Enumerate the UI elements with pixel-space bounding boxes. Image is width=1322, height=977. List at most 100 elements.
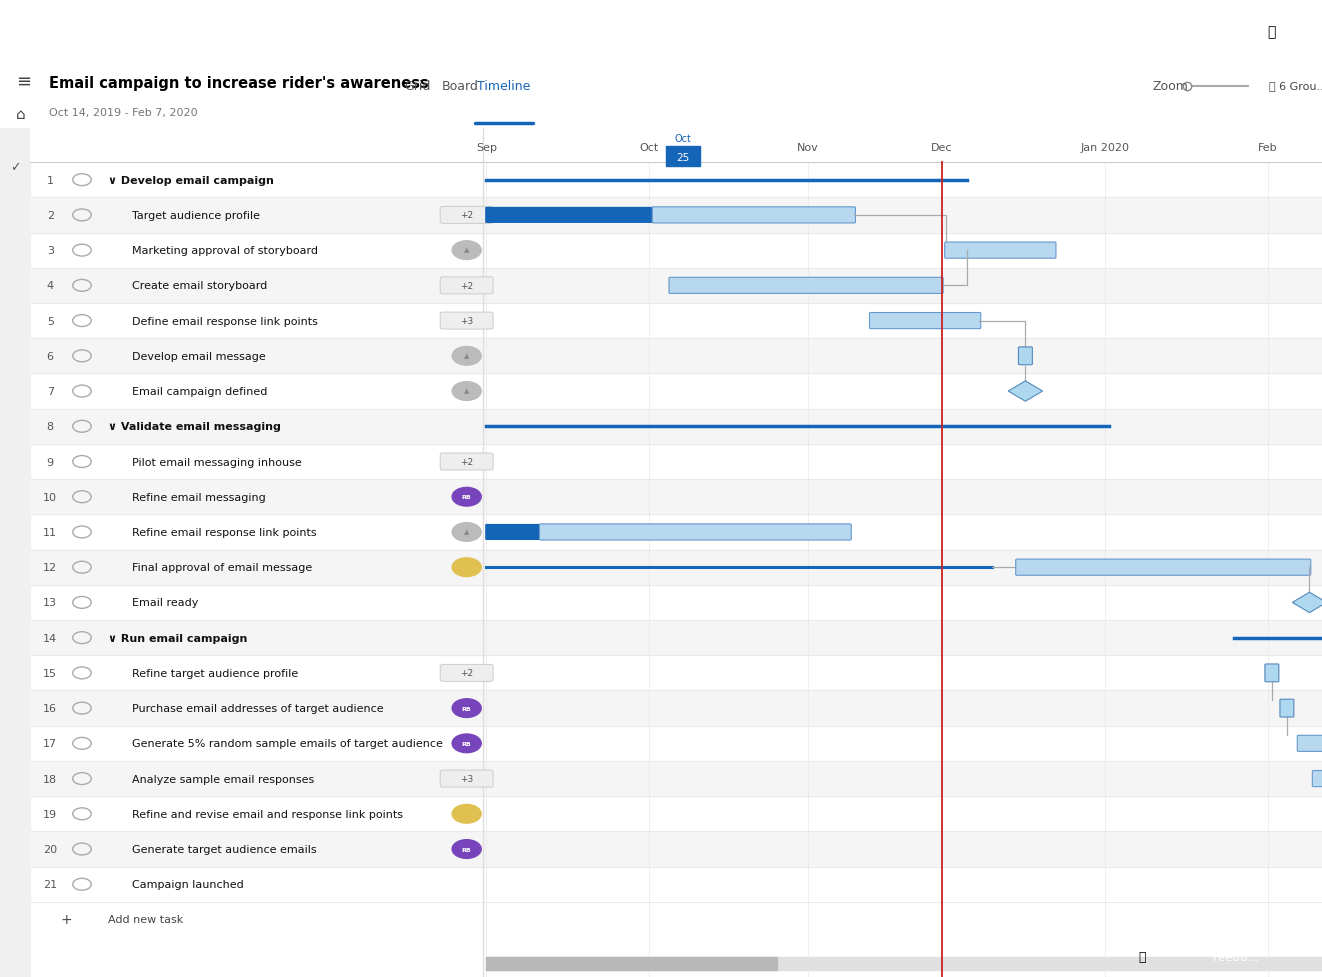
Text: +3: +3: [460, 317, 473, 325]
Text: Email campaign defined: Email campaign defined: [132, 387, 267, 397]
Text: ▲: ▲: [464, 353, 469, 359]
Bar: [30, 761, 1322, 796]
Circle shape: [452, 241, 481, 260]
Text: Final approval of email message: Final approval of email message: [132, 563, 312, 573]
Text: 9: 9: [46, 457, 54, 467]
FancyBboxPatch shape: [539, 525, 851, 540]
Text: ⚙: ⚙: [1292, 24, 1305, 39]
Text: Email ready: Email ready: [132, 598, 198, 608]
Text: RB: RB: [461, 494, 472, 499]
Circle shape: [452, 700, 481, 718]
Text: Timeline: Timeline: [477, 80, 530, 93]
Text: 👤 6 Grou...: 👤 6 Grou...: [1269, 81, 1322, 92]
Bar: [30, 198, 1322, 234]
Bar: [30, 409, 1322, 445]
Text: Marketing approval of storyboard: Marketing approval of storyboard: [132, 246, 319, 256]
Text: Email campaign to increase rider's awareness: Email campaign to increase rider's aware…: [49, 75, 428, 91]
FancyBboxPatch shape: [440, 453, 493, 471]
Text: 16: 16: [44, 703, 57, 713]
Text: 2: 2: [46, 211, 54, 221]
Text: 3: 3: [46, 246, 54, 256]
Circle shape: [452, 558, 481, 577]
Text: Generate target audience emails: Generate target audience emails: [132, 844, 317, 854]
Text: 8: 8: [46, 422, 54, 432]
Bar: [30, 269, 1322, 304]
Circle shape: [452, 382, 481, 401]
Polygon shape: [1009, 381, 1043, 402]
Text: ∨ Develop email campaign: ∨ Develop email campaign: [108, 176, 274, 186]
Text: +2: +2: [460, 668, 473, 678]
FancyBboxPatch shape: [870, 314, 981, 329]
Text: ▲: ▲: [464, 529, 469, 534]
FancyBboxPatch shape: [440, 664, 493, 682]
Bar: [30, 831, 1322, 867]
Text: Campaign launched: Campaign launched: [132, 879, 245, 889]
Text: RB: RB: [461, 706, 472, 711]
Text: 25: 25: [677, 152, 690, 163]
Bar: [0, 129, 30, 977]
Text: +2: +2: [460, 457, 473, 467]
FancyBboxPatch shape: [440, 277, 493, 294]
Text: Add new task: Add new task: [108, 914, 184, 924]
Text: +3: +3: [460, 775, 473, 784]
Text: +: +: [61, 913, 71, 926]
Text: RB: RB: [461, 847, 472, 852]
FancyBboxPatch shape: [1280, 700, 1294, 717]
Text: Oct: Oct: [640, 143, 660, 152]
FancyBboxPatch shape: [669, 278, 943, 294]
Text: Zoom: Zoom: [1153, 80, 1188, 93]
FancyBboxPatch shape: [1313, 771, 1322, 786]
Bar: [666, 147, 701, 167]
Polygon shape: [1293, 593, 1322, 613]
Circle shape: [452, 488, 481, 506]
Text: Nov: Nov: [797, 143, 820, 152]
Text: ≡: ≡: [16, 73, 30, 91]
Text: Dec: Dec: [931, 143, 953, 152]
Text: 11: 11: [44, 528, 57, 537]
Text: 1: 1: [46, 176, 54, 186]
Text: 19: 19: [44, 809, 57, 819]
Text: Jan 2020: Jan 2020: [1080, 143, 1129, 152]
FancyBboxPatch shape: [652, 208, 855, 224]
Text: 14: 14: [44, 633, 57, 643]
Text: 6: 6: [46, 352, 54, 361]
Text: Grid: Grid: [405, 80, 431, 93]
Circle shape: [452, 840, 481, 859]
Text: RB: RB: [461, 742, 472, 746]
Text: 4: 4: [46, 281, 54, 291]
Text: Generate 5% random sample emails of target audience: Generate 5% random sample emails of targ…: [132, 739, 443, 748]
Text: Board: Board: [442, 80, 479, 93]
Text: Define email response link points: Define email response link points: [132, 317, 319, 326]
Text: 10: 10: [44, 492, 57, 502]
Text: 17: 17: [44, 739, 57, 748]
Bar: [30, 480, 1322, 515]
Bar: [30, 129, 1322, 163]
Text: Sep: Sep: [476, 143, 497, 152]
FancyBboxPatch shape: [1015, 560, 1311, 575]
Text: Refine email messaging: Refine email messaging: [132, 492, 266, 502]
Text: Pilot email messaging inhouse: Pilot email messaging inhouse: [132, 457, 301, 467]
Circle shape: [452, 735, 481, 753]
Bar: [30, 339, 1322, 374]
Text: +2: +2: [460, 211, 473, 220]
FancyBboxPatch shape: [485, 525, 542, 540]
Text: Feedb...: Feedb...: [1212, 950, 1260, 963]
Bar: [30, 550, 1322, 585]
Text: ∨ Validate email messaging: ∨ Validate email messaging: [108, 422, 282, 432]
Text: Oct: Oct: [674, 134, 691, 145]
Text: Oct 14, 2019 - Feb 7, 2020: Oct 14, 2019 - Feb 7, 2020: [49, 108, 197, 118]
FancyBboxPatch shape: [1018, 348, 1032, 365]
FancyBboxPatch shape: [945, 243, 1056, 259]
Circle shape: [452, 523, 481, 541]
Bar: [30, 691, 1322, 726]
FancyBboxPatch shape: [1297, 736, 1322, 751]
Bar: [486, 956, 1322, 970]
Text: Project: Project: [34, 24, 106, 42]
Circle shape: [452, 805, 481, 824]
Bar: [486, 956, 777, 970]
Text: Develop email message: Develop email message: [132, 352, 266, 361]
Text: Refine and revise email and response link points: Refine and revise email and response lin…: [132, 809, 403, 819]
Text: 7: 7: [46, 387, 54, 397]
Text: Refine target audience profile: Refine target audience profile: [132, 668, 299, 678]
Text: ⌂: ⌂: [16, 107, 25, 122]
